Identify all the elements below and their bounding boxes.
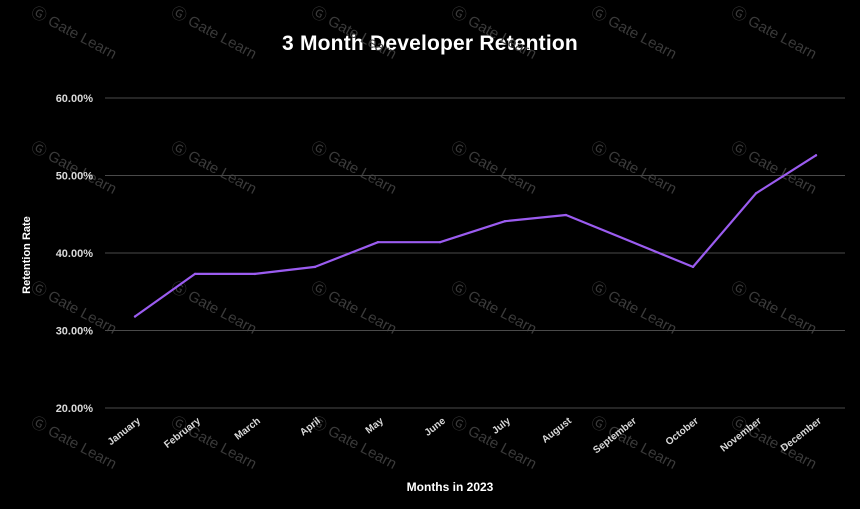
watermark-text: Ⓖ Gate Learn [168,139,259,198]
watermark-text: Ⓖ Gate Learn [168,4,259,63]
watermark-text: Ⓖ Gate Learn [728,4,819,63]
x-tick-label: July [490,415,513,436]
x-tick-label: March [233,416,263,443]
watermark-text: Ⓖ Gate Learn [448,139,539,198]
data-point [193,272,197,276]
watermark-layer: Ⓖ Gate Learn Ⓖ Gate Learn Ⓖ Gate Learn Ⓖ Ga… [28,4,819,473]
watermark-text: Ⓖ Gate Learn [728,414,819,473]
data-point [376,240,380,244]
y-tick-label: 40.00% [56,248,94,260]
x-tick-label: June [423,415,449,438]
data-point [313,265,317,269]
watermark-text: Ⓖ Gate Learn [308,4,399,63]
data-point [691,265,695,269]
watermark-text: Ⓖ Gate Learn [28,414,119,473]
y-tick-label: 60.00% [56,93,94,105]
watermark-text: Ⓖ Gate Learn [168,414,259,473]
x-tick-label: January [106,415,143,448]
watermark-text: Ⓖ Gate Learn [448,279,539,338]
data-point [438,240,442,244]
watermark-text: Ⓖ Gate Learn [28,4,119,63]
y-tick-label: 20.00% [56,403,94,415]
watermark-text: Ⓖ Gate Learn [168,279,259,338]
data-point [754,192,758,195]
x-tick-label: August [540,415,574,445]
watermark-text: Ⓖ Gate Learn [728,279,819,338]
data-point [564,213,568,217]
watermark-text: Ⓖ Gate Learn [308,139,399,198]
watermark-text: Ⓖ Gate Learn [448,414,539,473]
watermark-text: Ⓖ Gate Learn [308,414,399,473]
watermark-text: Ⓖ Gate Learn [588,279,679,338]
x-tick-label: October [664,416,701,448]
watermark-text: Ⓖ Gate Learn [728,139,819,198]
x-tick-label: May [364,415,386,436]
chart-title: 3 Month Developer Retention [282,32,578,55]
y-tick-label: 30.00% [56,326,94,338]
watermark-text: Ⓖ Gate Learn [28,139,119,198]
x-axis-label: Months in 2023 [406,480,494,494]
watermark-text: Ⓖ Gate Learn [308,279,399,338]
y-tick-label: 50.00% [56,171,94,183]
watermark-text: Ⓖ Gate Learn [448,4,539,63]
data-point [253,272,257,276]
watermark-text: Ⓖ Gate Learn [588,139,679,198]
data-point [133,315,137,318]
data-point [503,220,507,223]
watermark-text: Ⓖ Gate Learn [588,4,679,63]
data-point [814,154,818,157]
